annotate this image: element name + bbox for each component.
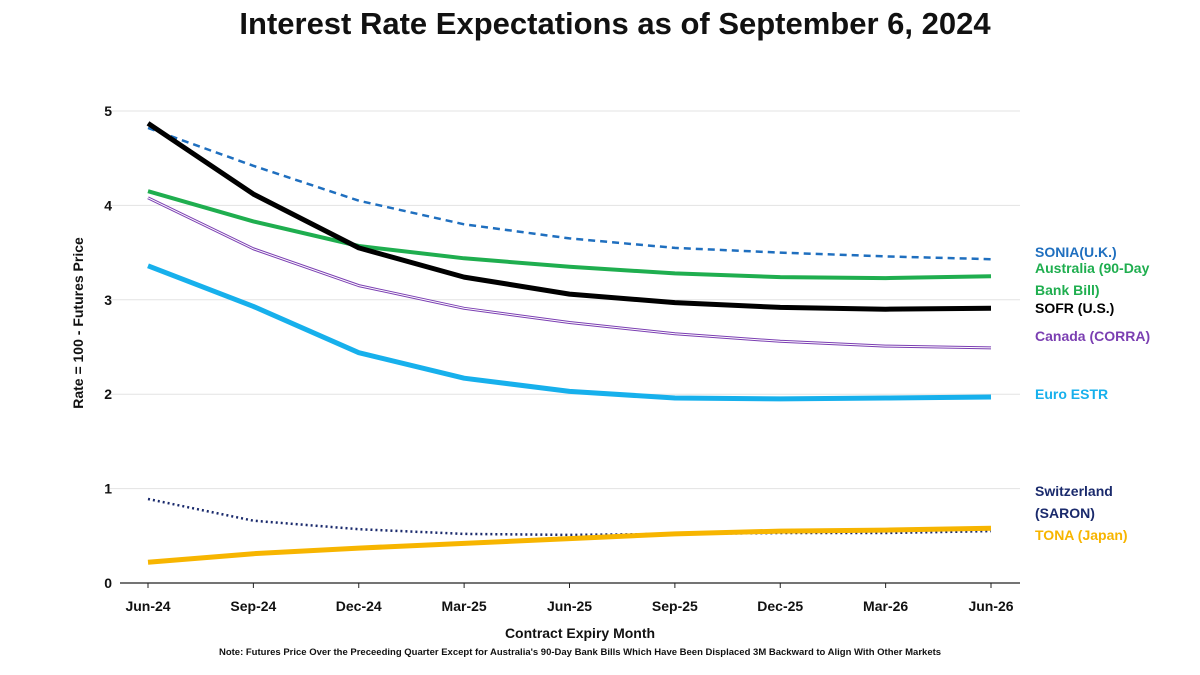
- chart-title: Interest Rate Expectations as of Septemb…: [239, 6, 991, 41]
- x-axis-title: Contract Expiry Month: [505, 625, 655, 641]
- x-tick-label: Jun-25: [547, 598, 592, 614]
- x-tick-label: Jun-26: [968, 598, 1013, 614]
- y-axis-title: Rate = 100 - Futures Price: [70, 237, 86, 409]
- series-label-sonia-u-k: SONIA(U.K.): [1035, 244, 1117, 260]
- x-tick-label: Dec-25: [757, 598, 803, 614]
- series-label-canada-corra: Canada (CORRA): [1035, 328, 1150, 344]
- series-label-tona-japan: TONA (Japan): [1035, 527, 1128, 543]
- x-tick-label: Mar-25: [442, 598, 487, 614]
- y-tick-label: 1: [104, 481, 112, 497]
- series-label-australia-90-day-bank-bill: Australia (90-Day Bank Bill): [1035, 260, 1150, 298]
- y-tick-label: 3: [104, 292, 112, 308]
- series-label-switzerland-saron: Switzerland (SARON): [1035, 483, 1113, 521]
- series-line-tona-japan: [147, 525, 992, 565]
- x-tick-label: Mar-26: [863, 598, 908, 614]
- axes: 0 1 2 3 4 5 Jun-24 Sep-24 Dec-24 Mar-25 Jun-25 Sep-…: [104, 103, 1020, 614]
- series-line-canada-corra: [147, 196, 992, 350]
- x-tick-label: Sep-24: [230, 598, 276, 614]
- x-tick-label: Sep-25: [652, 598, 698, 614]
- series-line-switzerland-saron: [147, 497, 992, 537]
- y-tick-label: 0: [104, 575, 112, 591]
- y-tick-label: 5: [104, 103, 112, 119]
- series-lines: [146, 121, 992, 565]
- series-line-sofr-u-s: [146, 121, 992, 312]
- series-label-euro-estr: Euro ESTR: [1035, 386, 1108, 402]
- x-tick-label: Dec-24: [336, 598, 382, 614]
- chart-note: Note: Futures Price Over the Preceeding …: [219, 647, 941, 658]
- series-labels: SONIA(U.K.)Australia (90-Day Bank Bill) SO…: [1035, 244, 1150, 543]
- gridlines: [110, 110, 1020, 490]
- series-label-sofr-u-s: SOFR (U.S.): [1035, 300, 1114, 316]
- y-tick-label: 2: [104, 386, 112, 402]
- y-tick-label: 4: [104, 197, 112, 213]
- series-line-euro-estr: [147, 263, 992, 402]
- series-line-australia-90-day-bank-bill: [147, 189, 992, 281]
- series-line-sonia-u-k: [147, 126, 992, 261]
- x-tick-label: Jun-24: [125, 598, 170, 614]
- series-line-inner-canada-corra: [147, 197, 992, 349]
